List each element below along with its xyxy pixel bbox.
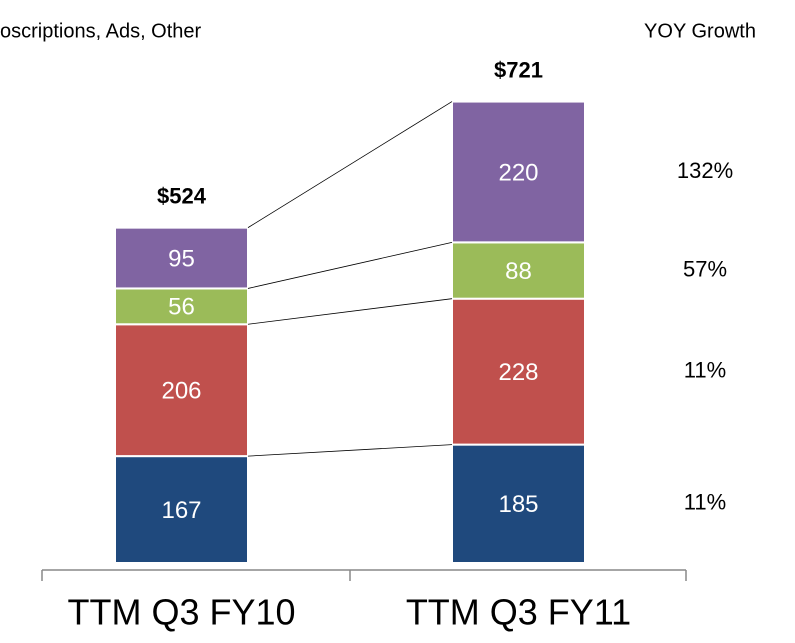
connector (247, 241, 453, 289)
segment-label: 228 (498, 359, 538, 386)
bar-segment (451, 241, 586, 300)
x-tick-label: TTM Q3 FY11 (406, 592, 631, 633)
segment-label: 185 (498, 491, 538, 518)
x-tick-label: TTM Q3 FY10 (67, 592, 295, 633)
bar-segment (114, 323, 249, 458)
segment-label: 56 (168, 294, 195, 321)
connector (247, 444, 453, 457)
growth-label: 11% (684, 490, 726, 515)
bar-segment (451, 297, 586, 446)
connector (247, 298, 453, 325)
growth-label: 57% (683, 256, 727, 281)
chart-subtitle: oscriptions, Ads, Other (0, 20, 202, 42)
bar-segment (114, 226, 249, 290)
segment-label: 95 (168, 245, 195, 272)
segment-label: 206 (161, 378, 201, 405)
growth-label: 11% (684, 357, 726, 382)
segment-label: 220 (498, 159, 538, 186)
bar-segment (451, 443, 586, 565)
segment-label: 88 (505, 258, 532, 285)
growth-label: 132% (677, 158, 733, 183)
growth-title: YOY Growth (644, 20, 756, 42)
total-label: $524 (157, 183, 207, 208)
connector (247, 101, 453, 228)
segment-label: 167 (161, 497, 201, 524)
total-label: $721 (494, 57, 543, 82)
bar-segment (451, 100, 586, 244)
bar-segment (114, 455, 249, 564)
